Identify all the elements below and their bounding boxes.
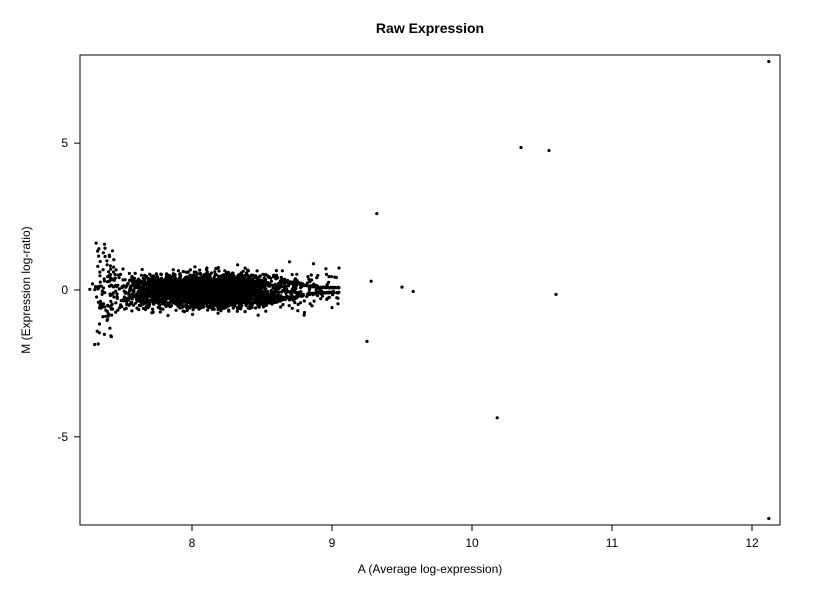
x-tick-label: 11 [606,536,619,550]
y-tick-label: -5 [57,430,68,444]
x-tick-label: 10 [465,536,479,550]
x-tick-label: 8 [189,536,196,550]
x-tick-label: 9 [329,536,336,550]
chart-container: Raw Expression A (Average log-expression… [0,0,820,600]
x-axis-label: A (Average log-expression) [358,562,503,576]
y-tick-label: 5 [61,136,68,150]
x-tick-label: 12 [745,536,759,550]
y-tick-label: 0 [61,283,68,297]
y-axis-label: M (Expression log-ratio) [19,226,33,353]
ma-plot-svg: Raw Expression A (Average log-expression… [0,0,820,600]
chart-title: Raw Expression [376,20,484,36]
